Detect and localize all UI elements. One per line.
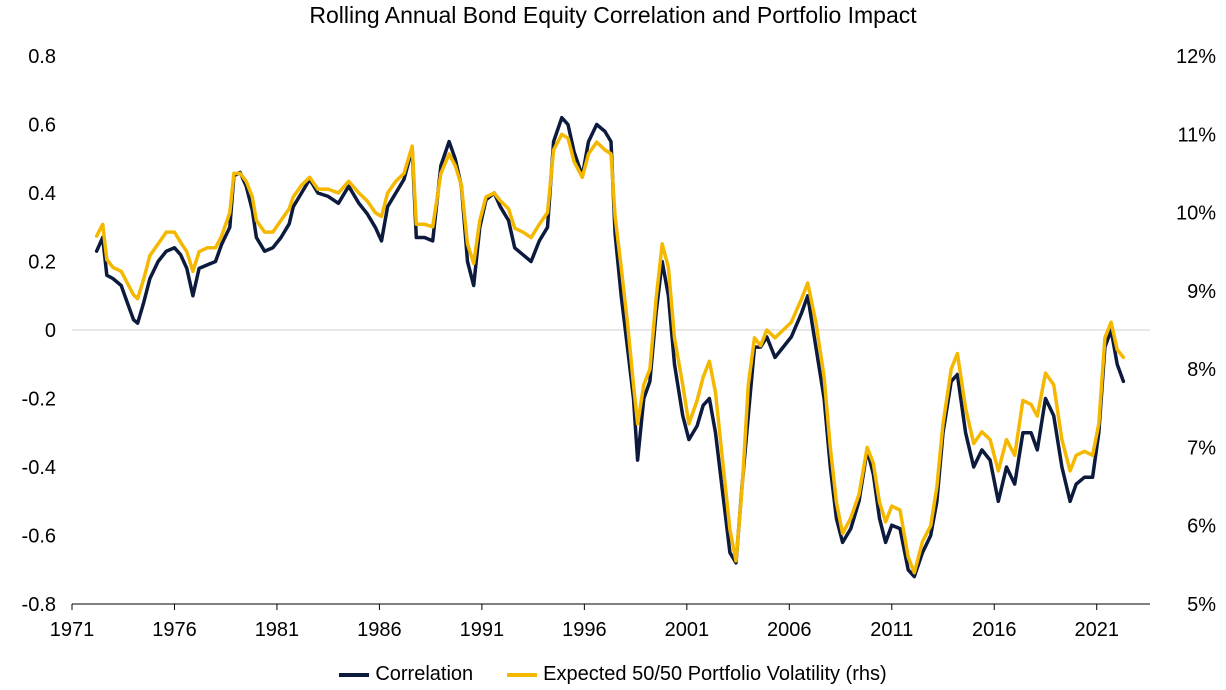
left-tick-label: -0.6 xyxy=(22,526,56,548)
svg-text:11%: 11% xyxy=(1177,124,1216,146)
x-axis-ticks: 1971 1976 1981 1986 1991 1996 2001 2006 2011 2016… xyxy=(50,604,1119,641)
chart-title: Rolling Annual Bond Equity Correlation a… xyxy=(309,2,917,28)
x-tick-label: 2011 xyxy=(870,619,913,641)
svg-text:-0.2: -0.2 xyxy=(22,389,56,411)
svg-text:0: 0 xyxy=(45,320,56,342)
svg-text:-0.8: -0.8 xyxy=(22,594,56,616)
svg-text:5%: 5% xyxy=(1187,594,1216,616)
left-tick-label: 0.4 xyxy=(28,183,56,205)
left-tick-label: 0.8 xyxy=(28,46,56,68)
series-line-volatility xyxy=(94,132,1126,575)
legend-label-volatility: Expected 50/50 Portfolio Volatility (rhs… xyxy=(543,663,887,685)
x-tick-label: 2001 xyxy=(665,619,710,641)
right-tick-label: 8% xyxy=(1187,359,1216,381)
legend-item-volatility: Expected 50/50 Portfolio Volatility (rhs… xyxy=(507,663,887,686)
x-tick-label: 2016 xyxy=(972,619,1017,641)
series-line-correlation xyxy=(94,115,1126,579)
svg-text:0.2: 0.2 xyxy=(28,252,56,274)
right-tick-label: 12% xyxy=(1176,46,1216,68)
svg-text:-0.4: -0.4 xyxy=(22,457,56,479)
svg-text:8%: 8% xyxy=(1187,359,1216,381)
legend-label-correlation: Correlation xyxy=(375,663,474,685)
left-tick-label: 0.6 xyxy=(28,115,56,137)
chart-legend: Correlation Expected 50/50 Portfolio Vol… xyxy=(0,663,1226,686)
left-tick-label: -0.2 xyxy=(22,389,56,411)
svg-text:6%: 6% xyxy=(1187,516,1216,538)
x-tick-label: 1986 xyxy=(357,619,402,641)
right-tick-label: 10% xyxy=(1176,203,1216,225)
series-layer xyxy=(94,115,1126,579)
right-tick-label: 7% xyxy=(1187,437,1216,459)
right-tick-label: 5% xyxy=(1187,594,1216,616)
svg-text:9%: 9% xyxy=(1187,281,1216,303)
x-tick-label: 1991 xyxy=(460,619,505,641)
left-tick-label: 0 xyxy=(45,320,56,342)
right-tick-label: 11% xyxy=(1177,124,1216,146)
right-tick-label: 6% xyxy=(1187,516,1216,538)
right-axis-ticks: 12% 11% 10% 9% 8% 7% 6% 5% xyxy=(1176,46,1216,616)
x-tick-label: 1976 xyxy=(152,619,197,641)
svg-text:12%: 12% xyxy=(1176,46,1216,68)
legend-swatch-volatility xyxy=(507,672,538,677)
x-tick-label: 1996 xyxy=(562,619,607,641)
legend-item-correlation: Correlation xyxy=(339,663,473,686)
x-tick-label: 2006 xyxy=(767,619,812,641)
x-tick-label: 1981 xyxy=(255,619,300,641)
left-axis-ticks: 0.8 0.6 0.4 0.2 0 -0.2 -0.4 -0.6 -0.8 xyxy=(22,46,56,616)
svg-text:0.8: 0.8 xyxy=(28,46,56,68)
svg-text:0.6: 0.6 xyxy=(28,115,56,137)
left-tick-label: -0.4 xyxy=(22,457,56,479)
svg-text:7%: 7% xyxy=(1187,437,1216,459)
right-tick-label: 9% xyxy=(1187,281,1216,303)
left-tick-label: -0.8 xyxy=(22,594,56,616)
left-tick-label: 0.2 xyxy=(28,252,56,274)
x-tick-label: 1971 xyxy=(50,619,95,641)
svg-text:-0.6: -0.6 xyxy=(22,526,56,548)
x-tick-label: 2021 xyxy=(1074,619,1119,641)
svg-text:10%: 10% xyxy=(1176,203,1216,225)
svg-text:0.4: 0.4 xyxy=(28,183,56,205)
legend-swatch-correlation xyxy=(339,672,370,677)
